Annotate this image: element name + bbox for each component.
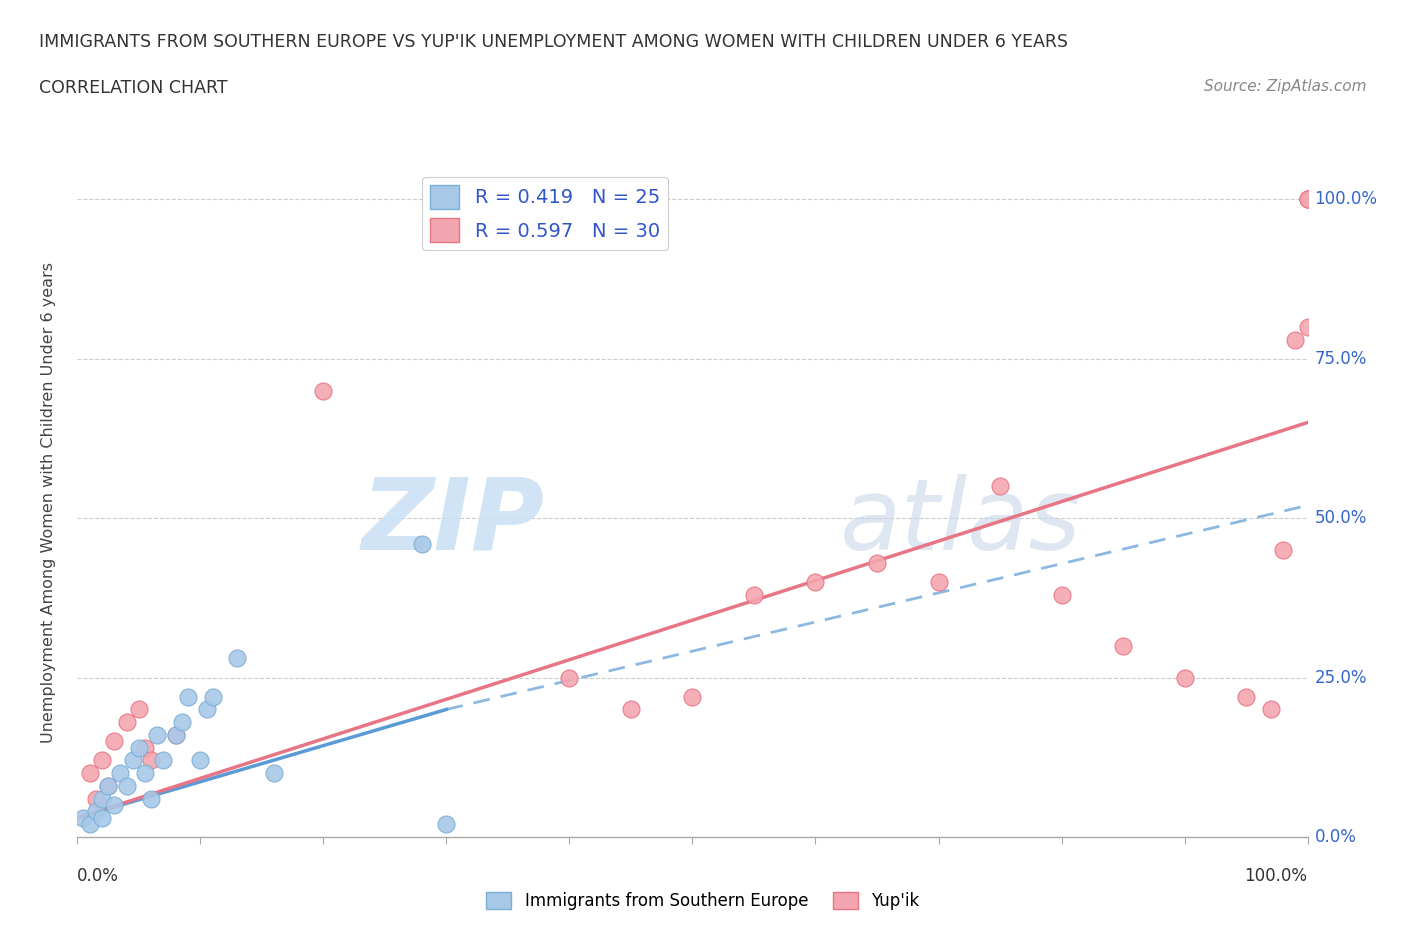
Text: 0.0%: 0.0% [77,867,120,885]
Point [128,740,150,755]
Text: 100.0%: 100.0% [1315,191,1378,208]
Point [72,810,94,825]
Text: ZIP: ZIP [361,473,546,571]
Text: CORRELATION CHART: CORRELATION CHART [39,79,228,97]
Point [1296,192,1319,206]
Point [103,798,125,813]
Point [742,587,765,602]
Point [436,817,458,831]
Point [1050,587,1073,602]
Point [188,753,212,768]
Point [84,804,107,819]
Point [90,810,114,825]
Point [134,740,156,755]
Point [165,727,187,742]
Point [90,753,114,768]
Point [226,651,249,666]
Point [201,689,224,704]
Point [141,753,163,768]
Point [103,734,125,749]
Point [1174,671,1197,685]
Point [558,671,581,685]
Point [170,715,193,730]
Point [97,778,120,793]
Point [1260,702,1282,717]
Point [110,765,132,780]
Legend: R = 0.419   N = 25, R = 0.597   N = 30: R = 0.419 N = 25, R = 0.597 N = 30 [422,177,668,250]
Text: IMMIGRANTS FROM SOUTHERN EUROPE VS YUP'IK UNEMPLOYMENT AMONG WOMEN WITH CHILDREN: IMMIGRANTS FROM SOUTHERN EUROPE VS YUP'I… [39,33,1069,50]
Text: Source: ZipAtlas.com: Source: ZipAtlas.com [1204,79,1367,94]
Point [866,555,889,570]
Point [90,791,114,806]
Point [177,689,200,704]
Legend: Immigrants from Southern Europe, Yup'ik: Immigrants from Southern Europe, Yup'ik [479,885,927,917]
Y-axis label: Unemployment Among Women with Children Under 6 years: Unemployment Among Women with Children U… [42,261,56,743]
Point [1272,542,1295,557]
Text: 25.0%: 25.0% [1315,669,1367,686]
Point [682,689,704,704]
Text: 75.0%: 75.0% [1315,350,1367,367]
Point [1296,192,1319,206]
Point [128,702,150,717]
Point [1112,638,1135,653]
Point [1234,689,1257,704]
Point [988,479,1011,494]
Point [115,778,138,793]
Point [152,753,174,768]
Text: 50.0%: 50.0% [1315,509,1367,527]
Text: 0.0%: 0.0% [1315,828,1357,846]
Point [97,778,120,793]
Point [620,702,643,717]
Point [134,765,156,780]
Point [411,537,433,551]
Point [263,765,285,780]
Point [1296,192,1319,206]
Point [121,753,143,768]
Point [79,765,101,780]
Point [165,727,187,742]
Point [195,702,218,717]
Point [115,715,138,730]
Point [141,791,163,806]
Point [84,791,107,806]
Point [1284,332,1306,347]
Text: atlas: atlas [841,473,1081,571]
Text: 100.0%: 100.0% [1244,867,1308,885]
Point [1296,319,1319,334]
Point [79,817,101,831]
Point [928,575,950,590]
Point [804,575,827,590]
Point [312,383,335,398]
Point [146,727,169,742]
